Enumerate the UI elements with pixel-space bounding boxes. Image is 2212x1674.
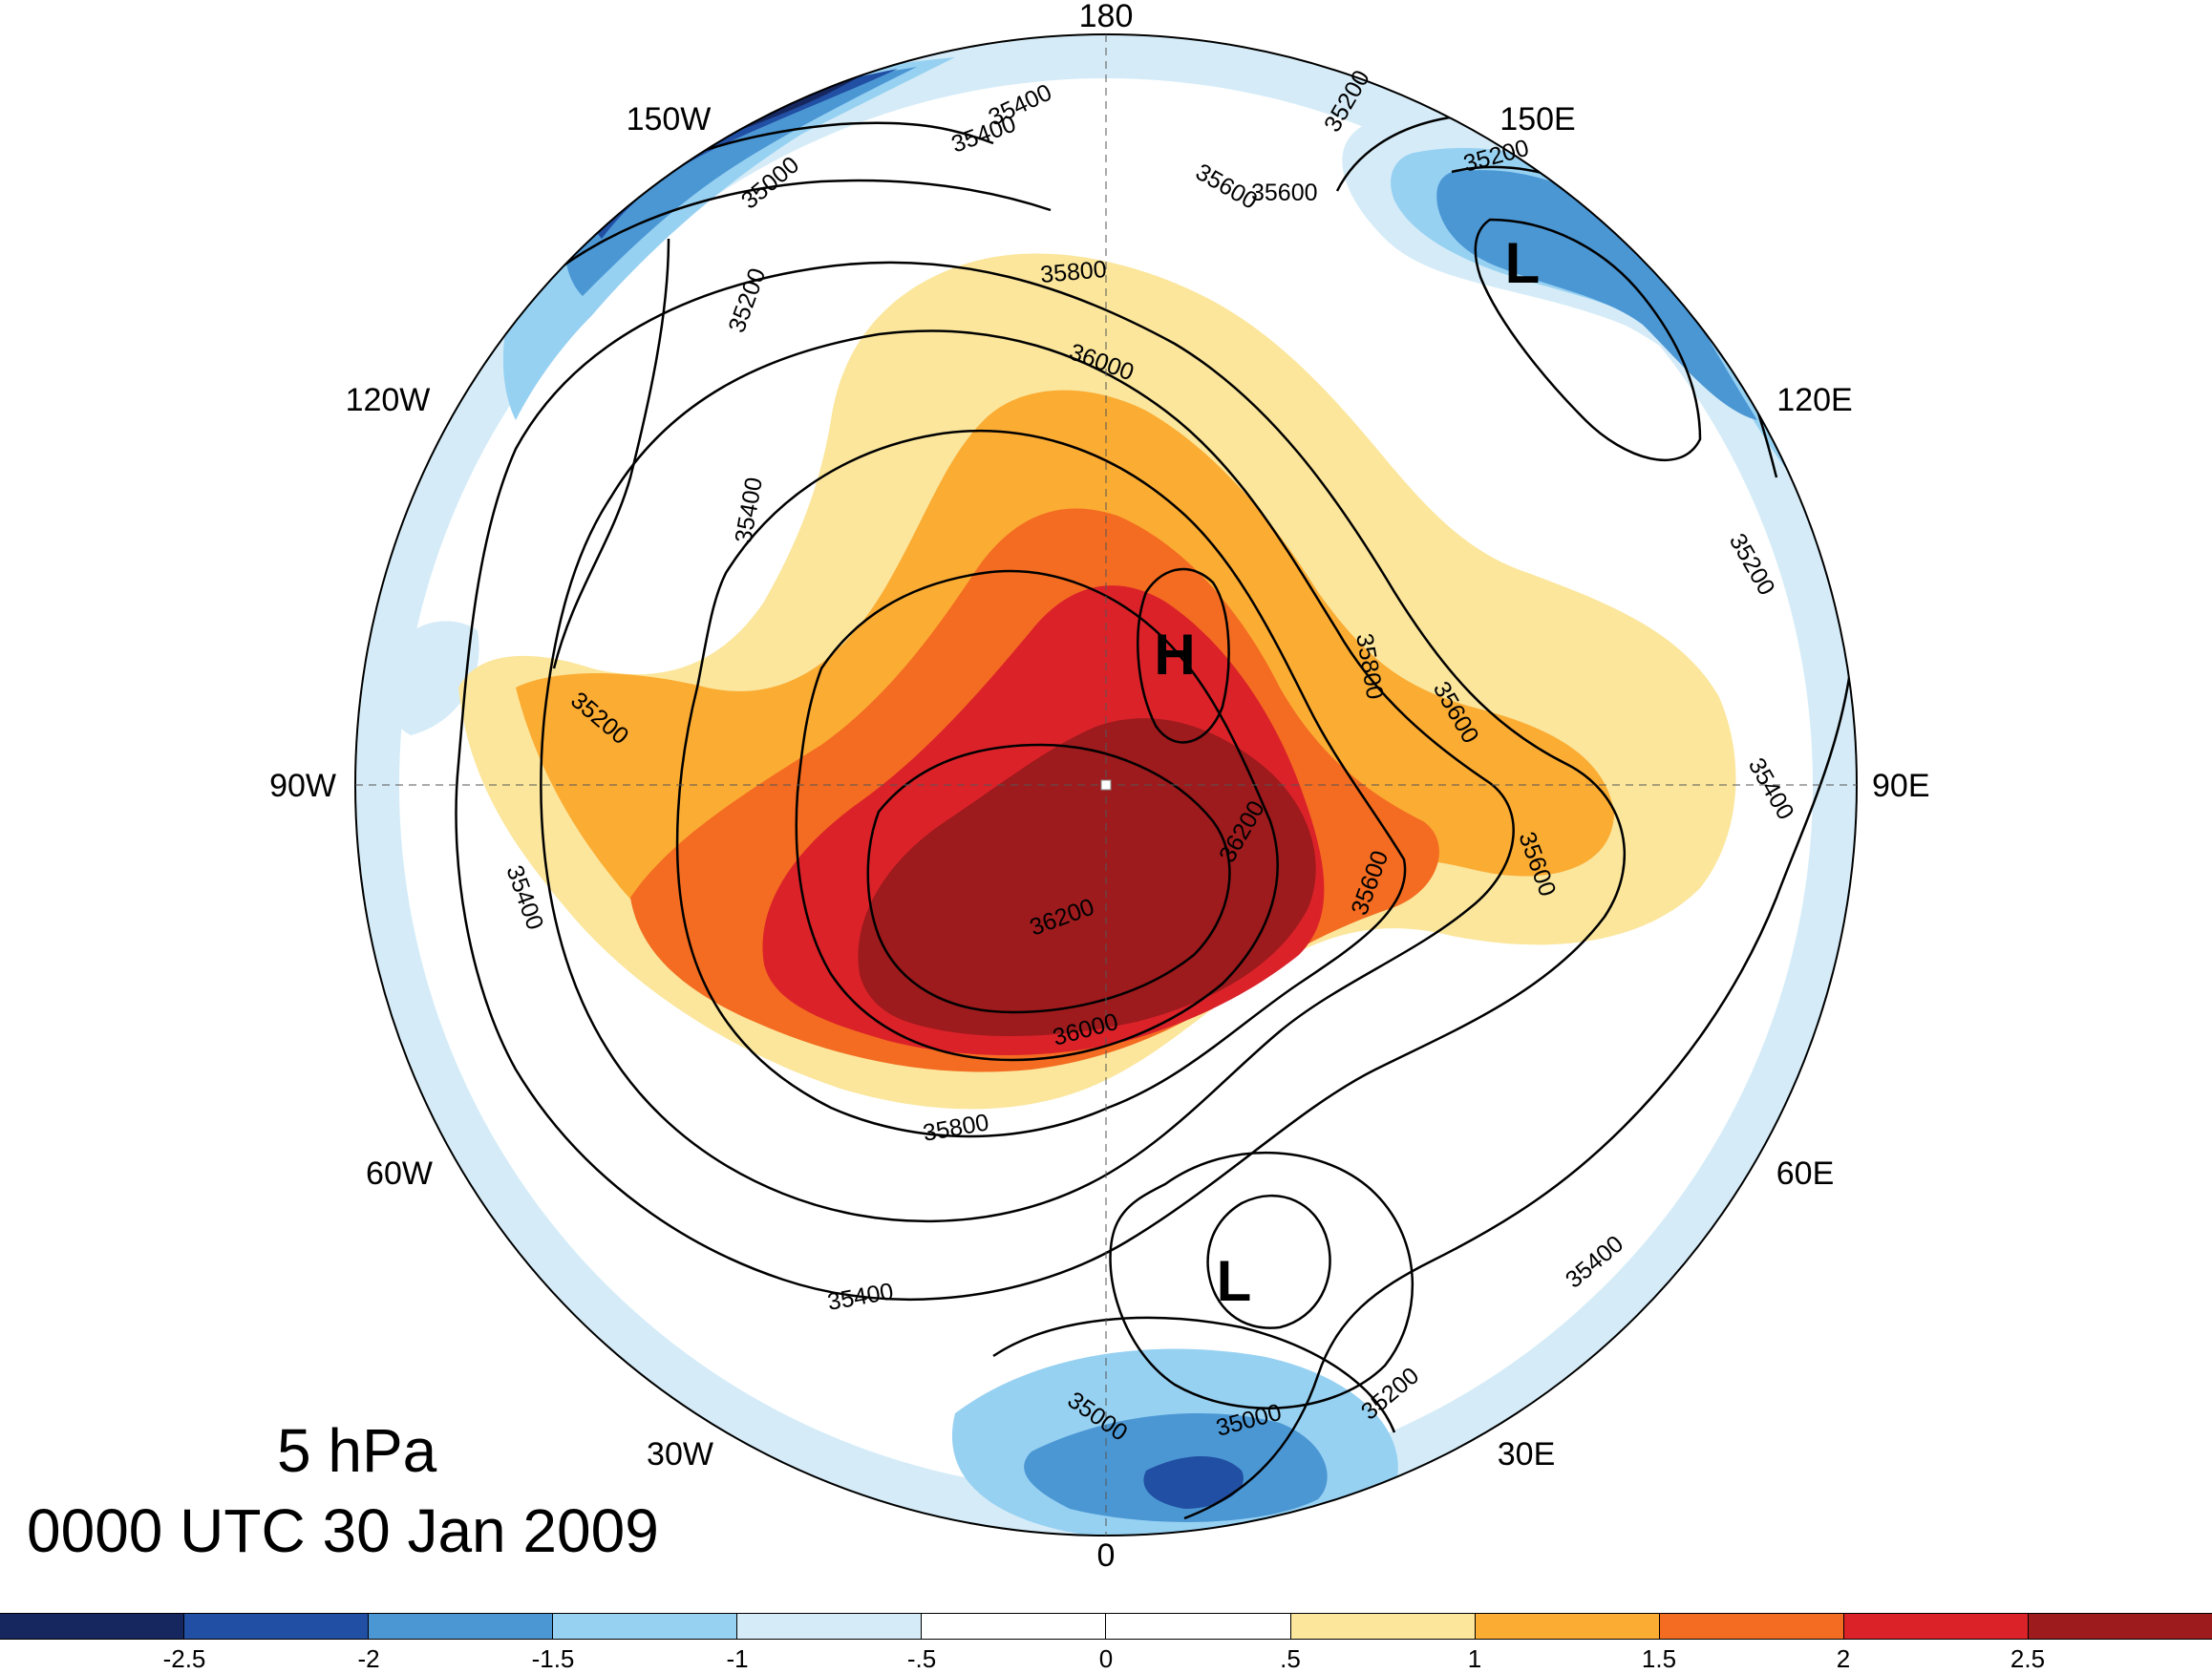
colorbar-box [922, 1614, 1107, 1639]
lon-label-150e: 150E [1499, 101, 1575, 138]
lon-label-60e: 60E [1776, 1155, 1835, 1192]
pressure-level-title: 5 hPa [277, 1416, 437, 1485]
colorbar-tick-label: -1.5 [531, 1644, 575, 1673]
lon-label-180: 180 [1079, 0, 1134, 34]
lon-label-30e: 30E [1498, 1436, 1556, 1473]
pole-marker [1100, 779, 1112, 791]
lon-label-150w: 150W [627, 101, 712, 138]
colorbar-box [737, 1614, 923, 1639]
colorbar-tick-label: 0 [1098, 1644, 1114, 1673]
colorbar-box [2028, 1614, 2212, 1639]
colorbar-tick-label: -2 [357, 1644, 380, 1673]
colorbar-tick-label: 1.5 [1641, 1644, 1677, 1673]
longitude-labels: 180 150E 120E 90E 60E 30E 0 30W 60W 90W … [269, 0, 1929, 1574]
pressure-centers: H L L [1154, 231, 1540, 1313]
lon-label-0: 0 [1097, 1537, 1116, 1574]
low-center-label: L [1217, 1249, 1252, 1313]
colorbar-box [369, 1614, 554, 1639]
contour-label: 35800 [1039, 256, 1108, 288]
colorbar-box [553, 1614, 738, 1639]
lon-label-120w: 120W [346, 382, 431, 418]
colorbar-tick-label: -2.5 [162, 1644, 206, 1673]
colorbar-box [0, 1614, 185, 1639]
contour-label: 35600 [1251, 180, 1318, 206]
colorbar-tick-label: 1 [1467, 1644, 1482, 1673]
colorbar-tick-label: .5 [1280, 1644, 1301, 1673]
colorbar-tick-label: -1 [726, 1644, 749, 1673]
lon-label-60w: 60W [366, 1155, 433, 1192]
low-center-label: L [1505, 231, 1541, 295]
lon-label-90e: 90E [1872, 768, 1930, 804]
high-center-label: H [1154, 623, 1195, 687]
colorbar-tick-label: 2 [1836, 1644, 1851, 1673]
valid-time-title: 0000 UTC 30 Jan 2009 [27, 1496, 659, 1565]
lon-label-90w: 90W [269, 768, 336, 804]
colorbar-tick-label: 2.5 [2010, 1644, 2046, 1673]
colorbar-box [1290, 1614, 1476, 1639]
lon-label-120e: 120E [1776, 382, 1852, 418]
colorbar-box [1659, 1614, 1844, 1639]
colorbar-box [184, 1614, 370, 1639]
colorbar-box [1106, 1614, 1291, 1639]
colorbar-tick-label: -.5 [906, 1644, 937, 1673]
colorbar-box [1475, 1614, 1660, 1639]
lon-label-30w: 30W [647, 1436, 713, 1473]
colorbar [0, 1613, 2212, 1640]
colorbar-box [1843, 1614, 2029, 1639]
